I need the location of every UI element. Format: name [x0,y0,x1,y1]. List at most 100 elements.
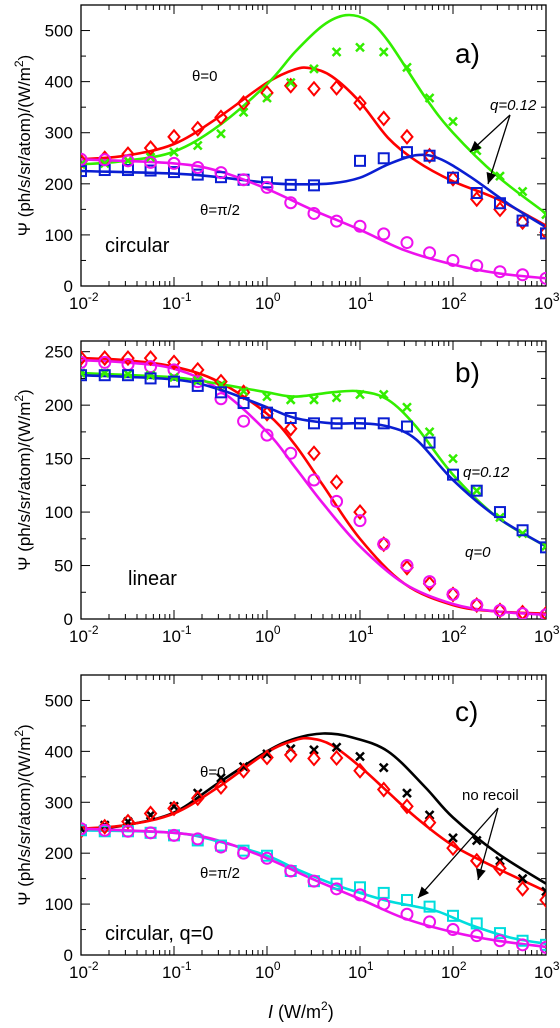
series-cyan-point [423,900,436,913]
series-magenta-point [377,897,391,911]
series-magenta-point [377,227,391,241]
series-blue-point [284,411,297,424]
series-magenta-point [98,355,112,369]
series-magenta-point [237,846,251,860]
panel-a-label: a) [455,38,480,69]
series-green-point [238,107,249,118]
series-cyan-point [493,927,506,940]
panel-c-arrow-upper-head [476,868,486,880]
x-tick-label: 10-2 [69,290,99,313]
series-blue-point [400,420,413,433]
series-red-point [353,504,367,521]
series-magenta-point [121,824,135,838]
x-tick-label: 100 [255,959,281,982]
series-blue-point [516,214,529,227]
series-black-point [471,835,482,846]
series-red-point [422,147,437,164]
series-red-point [400,128,414,145]
series-red-point [236,95,251,112]
series-green-line [81,371,546,548]
panel-a-theta0: θ=0 [192,68,217,85]
panel-a-arrow-upper-head [470,140,482,152]
series-magenta-point [493,934,507,948]
series-green-point [355,42,365,53]
x-tick-label: 103 [534,290,560,313]
series-blue-point [144,372,157,385]
y-tick-label: 300 [45,793,73,812]
series-blue-point [423,149,436,162]
y-tick-label: 500 [45,691,73,710]
data-layer [81,13,546,285]
series-green-point [238,386,249,397]
plot-frame [80,674,547,956]
y-tick-label: 400 [45,73,73,92]
series-blue-point [447,171,459,184]
series-blue-line [81,373,546,548]
series-green-point [448,453,458,464]
series-red-point [214,109,228,126]
y-axis-label: Ψ (ph/s/sr/atom)/(W/m2) [12,724,34,905]
series-blue-point [540,227,546,240]
series-magenta-point [237,173,251,187]
series-red-point [329,474,344,491]
series-red-point [329,79,344,96]
series-magenta-point [307,874,321,888]
panel-a: 10-2 10-1 100 101 102 103 0 100 200 300 400 500 [45,4,560,313]
series-green-line [81,13,546,215]
panel-c-arrow-lower [417,807,499,899]
series-blue-point [516,524,529,537]
x-tick-label: 101 [348,623,374,646]
series-green-point [378,389,389,400]
series-cyan-point [330,877,343,890]
series-magenta-point [400,559,414,573]
series-magenta-point [446,253,460,267]
series-blue-point [307,179,320,192]
y-tick-label: 100 [45,503,73,522]
series-red-point [81,350,88,367]
series-blue-point [307,417,320,430]
series-red-point [307,80,321,97]
series-magenta-point [493,603,507,617]
series-green-point [541,209,546,220]
series-green-point [192,140,203,151]
series-red-point [190,120,205,137]
series-magenta-point [353,219,367,233]
series-magenta-point [400,236,414,250]
series-blue-point [493,506,506,519]
y-tick-label: 0 [64,610,73,629]
series-red-point [81,153,88,170]
series-magenta-point [423,915,437,929]
series-black-point [309,744,319,755]
series-black-point [517,873,528,884]
series-blue-point [261,406,273,419]
series-blue-point [470,187,483,200]
series-magenta-point [539,940,546,954]
series-green-point [331,392,342,403]
series-blue-point [168,166,180,179]
series-green-point [331,47,342,57]
series-magenta-point [121,154,135,168]
series-green-point [424,427,435,437]
series-red-point [446,840,460,857]
series-red-point [515,214,530,231]
series-magenta-point [167,156,181,170]
series-green-point [262,391,272,402]
series-magenta-point [539,271,546,285]
series-magenta-point [98,153,112,167]
series-red-point [167,800,181,817]
series-green-point [517,186,528,197]
series-black-point [355,751,365,762]
panel-b-text-label: linear [128,568,177,590]
y-tick-label: 50 [54,557,73,576]
series-magenta-point [330,494,344,508]
panel-a-arrow-lower-head [486,172,497,184]
series-magenta-point [516,938,530,952]
y-tick-label: 0 [64,946,73,965]
data-layer [81,350,546,619]
y-tick-label: 0 [64,277,73,296]
x-tick-label: 10-1 [162,623,192,646]
y-tick-label: 200 [45,396,73,415]
series-green-point [285,77,296,88]
series-red-point [143,140,158,157]
